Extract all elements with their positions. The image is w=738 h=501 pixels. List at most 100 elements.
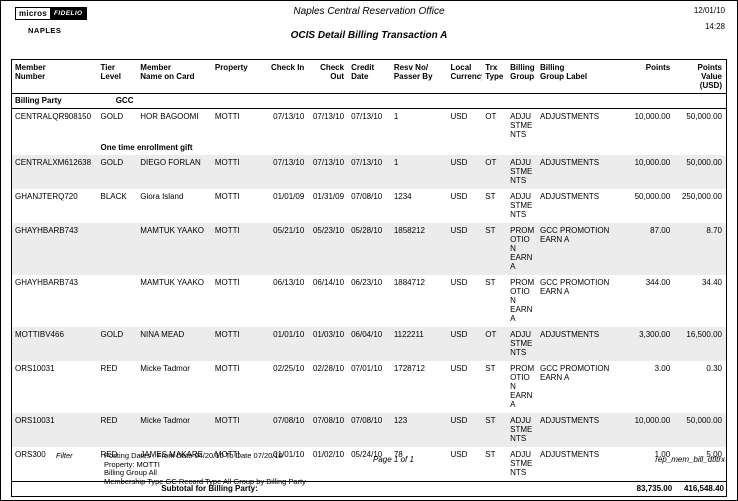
cell-points-value: 50,000.00: [674, 155, 726, 189]
cell-points-value: 16,500.00: [674, 327, 726, 361]
column-header-billing-group: Billing Group: [507, 60, 537, 94]
cell-local-currency: USD: [447, 413, 483, 447]
filter-line: Membership Type GC Record Type All Group…: [104, 476, 306, 486]
cell-points: 344.00: [645, 278, 671, 287]
logo-micros-text: micros: [15, 7, 52, 20]
subtotal-points-value: 416,548.40: [674, 481, 726, 496]
cell-billing-group-label: ADJUSTMENTS: [539, 192, 600, 201]
cell-check-in: 07/13/10: [258, 155, 309, 189]
table-row: ORS10031 RED Micke Tadmor MOTTI 02/25/10 02/2…: [12, 361, 726, 413]
cell-points-value: 0.30: [706, 364, 722, 373]
table-row: MOTTIBV466 GOLD NINA MEAD MOTTI 01/01/10 01/0…: [12, 327, 726, 361]
cell-billing-group-label: GCC PROMOTION EARN A: [536, 223, 623, 275]
cell-points: 10,000.00: [622, 155, 675, 189]
cell-property: MOTTI: [211, 155, 259, 189]
cell-points-value: 8.70: [674, 223, 726, 275]
report-date: 12/01/10: [693, 6, 725, 15]
cell-property: MOTTI: [211, 413, 259, 447]
cell-billing-group-label: ADJUSTMENTS: [536, 155, 623, 189]
cell-points: 87.00: [622, 223, 675, 275]
cell-credit-date: 07/13/10: [351, 112, 383, 121]
cell-billing-group: PROMOTION EARN A: [510, 278, 535, 323]
report-table-area: Member Number Tier Level Member Name on Ca…: [11, 59, 727, 500]
cell-billing-group: ADJUSTMENTS: [507, 155, 537, 189]
cell-tier-level: BLACK: [100, 192, 127, 201]
cell-check-out: 01/02/10: [312, 450, 345, 459]
table-row: GHAYHBARB743 MAMTUK YAAKO MOTTI 06/13/10 06/…: [12, 275, 726, 327]
report-file-name: rep_mem_bill_dtltrx: [655, 455, 725, 464]
cell-member-name: MAMTUK YAAKO: [137, 223, 212, 275]
cell-local-currency: USD: [447, 155, 483, 189]
cell-local-currency: USD: [447, 327, 483, 361]
cell-local-currency: USD: [450, 192, 468, 201]
cell-billing-group-label: GCC PROMOTION EARN A: [539, 278, 610, 296]
cell-resv-no: 1884712: [393, 278, 425, 287]
cell-trx-type: OT: [485, 112, 497, 121]
table-row: GHANJTERQ720 BLACK Giora Island MOTTI 01/01/…: [12, 189, 726, 223]
cell-member-number: ORS300: [15, 450, 46, 459]
table-row: ORS300 RED JAMES MAKARE MOTTI 01/01/10 01/02/…: [12, 447, 726, 482]
cell-member-name: Micke Tadmor: [140, 364, 190, 373]
cell-check-out: 07/13/10: [308, 155, 349, 189]
cell-credit-date: 05/28/10: [348, 223, 391, 275]
cell-trx-type: ST: [485, 278, 496, 287]
cell-resv-no: 123: [390, 413, 448, 447]
cell-tier-level: RED: [100, 450, 118, 459]
billing-party-cell: Billing Party GCC: [12, 93, 726, 109]
cell-member-number: GHANJTERQ720: [15, 192, 78, 201]
cell-credit-date: 05/24/10: [351, 450, 383, 459]
cell-points-value: 50,000.00: [686, 112, 722, 121]
cell-member-name: DIEGO FORLAN: [137, 155, 212, 189]
cell-check-in: 01/01/09: [273, 192, 305, 201]
cell-credit-date: 06/04/10: [348, 327, 391, 361]
cell-local-currency: USD: [450, 278, 468, 287]
column-header-trx-type: Trx Type: [482, 60, 508, 94]
cell-check-out: 01/31/09: [312, 192, 345, 201]
filter-label: Filter: [56, 451, 73, 460]
cell-member-name: Giora Island: [140, 192, 184, 201]
cell-tier-level: RED: [97, 413, 138, 447]
logo-property-name: NAPLES: [28, 26, 62, 35]
column-header-billing-group-label: Billing Group Label: [536, 60, 623, 94]
page-number: Page 1 of 1: [373, 455, 414, 464]
section-box-gcc: Member Number Tier Level Member Name on Ca…: [11, 59, 727, 497]
cell-check-out: 02/28/10: [312, 364, 345, 373]
cell-local-currency: USD: [450, 450, 468, 459]
billing-party-value: GCC: [115, 96, 134, 105]
cell-billing-group-label: GCC PROMOTION EARN A: [539, 364, 610, 382]
billing-party-row: Billing Party GCC: [12, 93, 726, 109]
cell-trx-type: ST: [485, 450, 496, 459]
cell-check-out: 07/13/10: [312, 112, 345, 121]
office-title: Naples Central Reservation Office: [293, 6, 445, 17]
cell-points-value: 250,000.00: [681, 192, 722, 201]
table-row: ORS10031 RED Micke Tadmor MOTTI 07/08/10 07/0…: [12, 413, 726, 447]
cell-check-in: 05/21/10: [258, 223, 309, 275]
cell-billing-group: ADJUSTMENTS: [507, 327, 537, 361]
cell-local-currency: USD: [450, 112, 468, 121]
cell-check-in: 07/08/10: [258, 413, 309, 447]
filter-line: Property: MOTTI: [104, 459, 160, 469]
report-title: OCIS Detail Billing Transaction A: [290, 30, 448, 41]
cell-check-in: 07/13/10: [273, 112, 305, 121]
report-time: 14:28: [704, 22, 725, 31]
cell-points: 50,000.00: [634, 192, 671, 201]
cell-property: MOTTI: [214, 192, 240, 201]
cell-billing-group: PROMOTION EARN A: [507, 223, 537, 275]
cell-billing-group: ADJUSTMENTS: [510, 450, 533, 477]
subtotal-label: Subtotal for Billing Party:: [137, 481, 623, 496]
cell-tier-level: GOLD: [97, 155, 138, 189]
column-header-check-out: Check Out: [308, 60, 349, 94]
cell-tier-level: GOLD: [97, 327, 138, 361]
column-header-points: Points: [622, 60, 675, 94]
cell-check-out: 05/23/10: [308, 223, 349, 275]
subtotal-row: Subtotal for Billing Party: 83,735.00 416,…: [12, 481, 726, 496]
cell-billing-group-label: ADJUSTMENTS: [536, 413, 623, 447]
subtotal-points: 83,735.00: [622, 481, 675, 496]
cell-tier-level: RED: [100, 364, 118, 373]
cell-points: 3,300.00: [622, 327, 675, 361]
cell-resv-no: 1: [390, 155, 448, 189]
cell-member-name: JAMES MAKARE: [140, 450, 203, 459]
column-header-local-currency: Local Currency: [447, 60, 483, 94]
row-note: One time enrollment gift: [12, 143, 726, 155]
column-header-resv-no: Resv No/ Passer By: [390, 60, 448, 94]
